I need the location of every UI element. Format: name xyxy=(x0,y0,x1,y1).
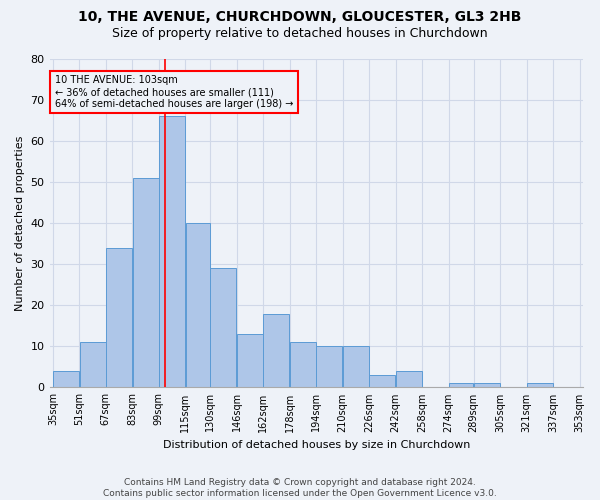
Bar xyxy=(316,346,343,388)
Bar xyxy=(396,371,422,388)
Bar xyxy=(290,342,316,388)
Y-axis label: Number of detached properties: Number of detached properties xyxy=(15,136,25,311)
Bar xyxy=(133,178,158,388)
Text: 10 THE AVENUE: 103sqm
← 36% of detached houses are smaller (111)
64% of semi-det: 10 THE AVENUE: 103sqm ← 36% of detached … xyxy=(55,76,293,108)
X-axis label: Distribution of detached houses by size in Churchdown: Distribution of detached houses by size … xyxy=(163,440,470,450)
Bar xyxy=(527,384,553,388)
Bar xyxy=(370,375,395,388)
Bar xyxy=(80,342,106,388)
Bar xyxy=(53,371,79,388)
Bar xyxy=(106,248,132,388)
Bar xyxy=(185,223,210,388)
Bar xyxy=(263,314,289,388)
Text: 10, THE AVENUE, CHURCHDOWN, GLOUCESTER, GL3 2HB: 10, THE AVENUE, CHURCHDOWN, GLOUCESTER, … xyxy=(79,10,521,24)
Bar xyxy=(211,268,236,388)
Bar xyxy=(474,384,500,388)
Bar xyxy=(343,346,369,388)
Bar xyxy=(159,116,185,388)
Text: Contains HM Land Registry data © Crown copyright and database right 2024.
Contai: Contains HM Land Registry data © Crown c… xyxy=(103,478,497,498)
Text: Size of property relative to detached houses in Churchdown: Size of property relative to detached ho… xyxy=(112,28,488,40)
Bar xyxy=(449,384,473,388)
Bar xyxy=(237,334,263,388)
